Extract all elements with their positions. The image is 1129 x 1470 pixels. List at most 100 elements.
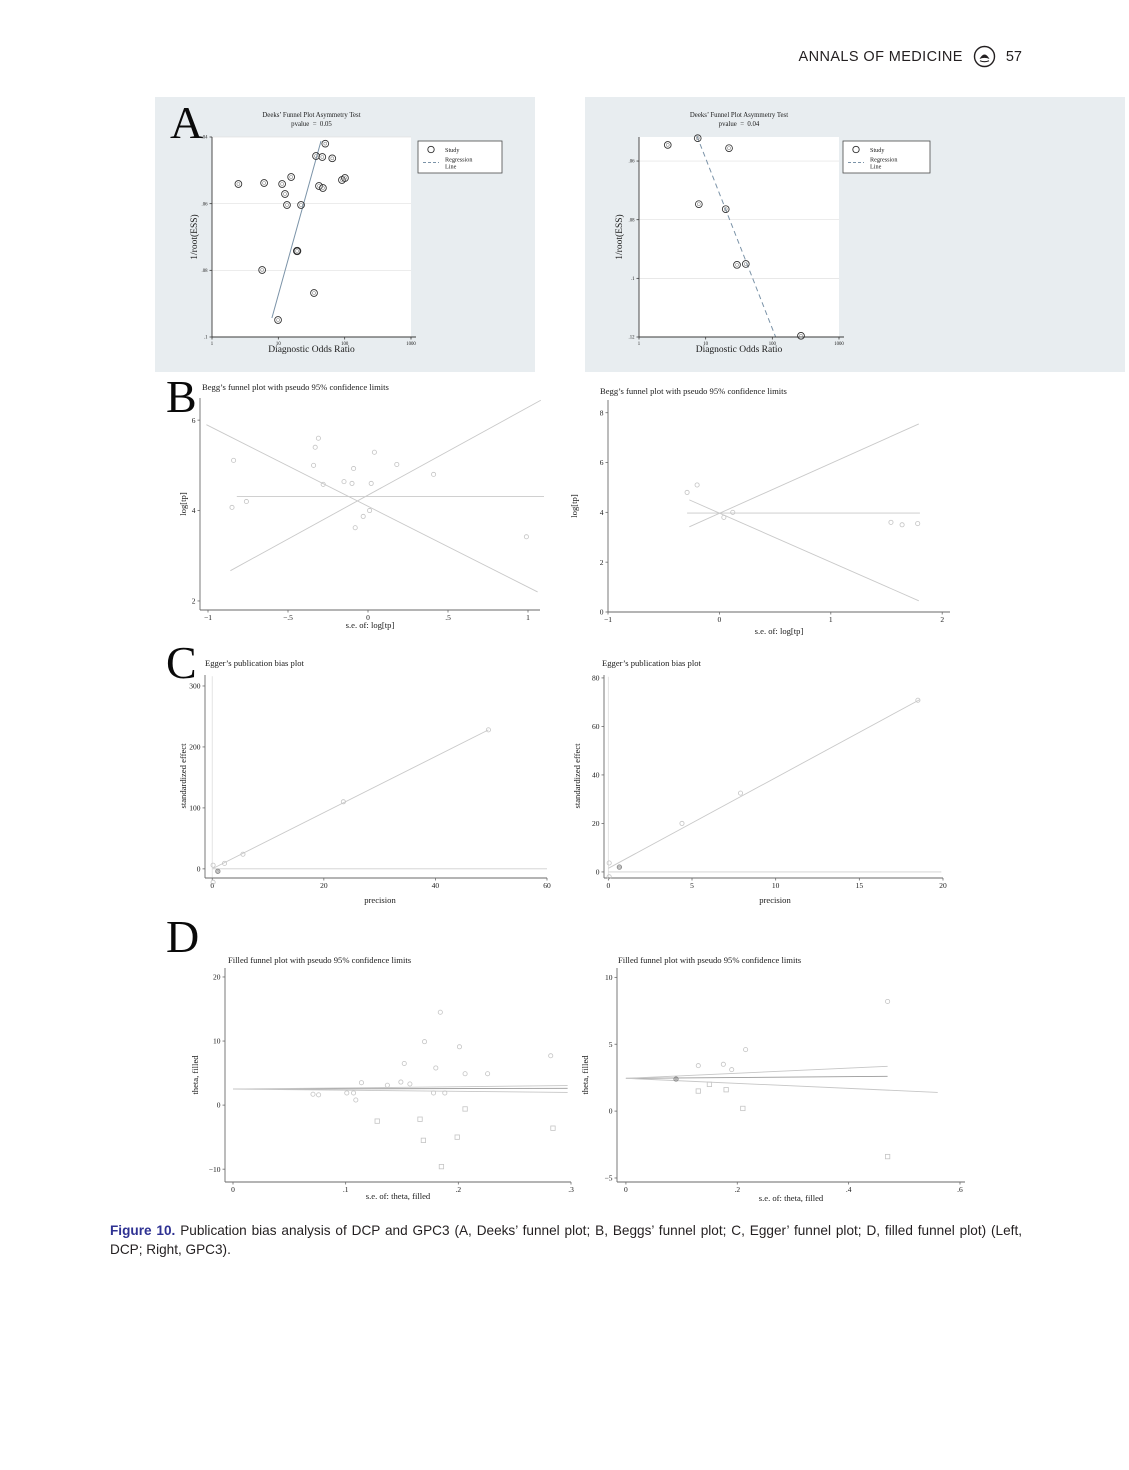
chart-deeks-gpc3: 1 10 100 1000 .06 .08 .1 .12 Diagnostic Odds Rat…	[614, 112, 931, 355]
svg-text:.5: .5	[445, 613, 451, 622]
svg-text:0: 0	[606, 881, 610, 890]
chart-filled-gpc3: 0 .2 .4 .6 −5 0 5 10 s.e. of: theta, filled theta…	[580, 955, 965, 1203]
panel-label-c: C	[166, 637, 197, 688]
svg-text:80: 80	[592, 674, 600, 683]
chart-filled-dcp: 0 .1 .2 .3 −10 0 10 20 s.e. of: theta, filled the…	[190, 955, 574, 1201]
chart-begg-dcp: −1 −.5 0 .5 1 2 4 6 s.e. of: log[tp] log[tp] Begg’…	[178, 382, 544, 630]
svg-text:−.5: −.5	[283, 613, 293, 622]
svg-text:20: 20	[213, 973, 221, 982]
chart-title: Egger’s publication bias plot	[205, 658, 305, 668]
chart-egger-dcp: 0 20 40 60 0 100 200 300 precision standardized e…	[178, 658, 551, 905]
svg-text:5: 5	[690, 881, 694, 890]
svg-text:40: 40	[432, 881, 440, 890]
svg-text:60: 60	[592, 722, 600, 731]
svg-text:2: 2	[192, 597, 196, 606]
svg-text:2: 2	[600, 558, 604, 567]
chart-title: pvalue = 0.04	[719, 121, 760, 128]
chart-egger-gpc3: 0 5 10 15 20 0 20 40 60 80 precision standardized e…	[572, 658, 947, 905]
svg-text:0: 0	[231, 1185, 235, 1194]
svg-text:0: 0	[600, 608, 604, 617]
svg-text:0: 0	[217, 1101, 221, 1110]
svg-text:0: 0	[718, 615, 722, 624]
svg-text:−1: −1	[604, 615, 612, 624]
svg-text:1: 1	[526, 613, 530, 622]
svg-text:0: 0	[366, 613, 370, 622]
chart-title: Filled funnel plot with pseudo 95% confi…	[228, 955, 412, 965]
y-axis-label: theta, filled	[580, 1055, 590, 1095]
y-axis-label: 1/root(ESS)	[614, 214, 625, 259]
svg-text:.6: .6	[957, 1185, 963, 1194]
page-number: 57	[1005, 48, 1022, 65]
svg-text:10: 10	[772, 881, 780, 890]
svg-text:10: 10	[703, 342, 708, 347]
svg-text:10: 10	[605, 973, 613, 982]
figure-caption-label: Figure 10.	[110, 1223, 176, 1238]
y-axis-label: standardized effect	[572, 743, 582, 809]
svg-text:0: 0	[596, 868, 600, 877]
plot-area	[212, 137, 411, 337]
svg-text:1: 1	[211, 342, 214, 347]
svg-text:.06: .06	[202, 202, 209, 207]
svg-text:−5: −5	[605, 1174, 613, 1183]
svg-text:Study: Study	[445, 147, 460, 154]
svg-text:15: 15	[856, 881, 864, 890]
svg-text:6: 6	[192, 416, 196, 425]
svg-text:.1: .1	[631, 277, 635, 282]
data-points	[663, 134, 805, 340]
svg-text:4: 4	[600, 508, 604, 517]
svg-text:200: 200	[189, 743, 201, 752]
x-axis-label: precision	[759, 895, 791, 905]
data-points	[606, 697, 921, 880]
svg-text:10: 10	[276, 342, 281, 347]
svg-text:.08: .08	[629, 218, 636, 223]
chart-deeks-dcp: 1 10 100 1000 .04 .06 .08 .1 Diagnostic Odds Rat…	[189, 112, 503, 355]
y-axis-label: log[tp]	[569, 494, 579, 518]
x-axis-label: precision	[364, 895, 396, 905]
y-axis-label: theta, filled	[190, 1055, 200, 1095]
svg-text:.08: .08	[202, 269, 209, 274]
x-axis-label: s.e. of: log[tp]	[346, 620, 395, 630]
data-points	[673, 998, 891, 1160]
chart-title: Deeks’ Funnel Plot Asymmetry Test	[262, 112, 360, 119]
svg-text:0: 0	[197, 864, 201, 873]
svg-text:.1: .1	[343, 1185, 349, 1194]
chart-title: Egger’s publication bias plot	[602, 658, 702, 668]
svg-text:Regression: Regression	[870, 157, 898, 164]
svg-text:0: 0	[609, 1107, 613, 1116]
svg-text:.2: .2	[456, 1185, 462, 1194]
svg-text:6: 6	[600, 458, 604, 467]
svg-text:1000: 1000	[834, 342, 844, 347]
svg-text:4: 4	[192, 506, 196, 515]
chart-title: Begg’s funnel plot with pseudo 95% confi…	[202, 382, 390, 392]
figure-caption-text: Publication bias analysis of DCP and GPC…	[110, 1223, 1022, 1257]
y-axis-label: standardized effect	[178, 743, 188, 809]
data-points	[210, 727, 491, 885]
svg-text:0: 0	[210, 881, 214, 890]
figure-caption: Figure 10. Publication bias analysis of …	[110, 1221, 1022, 1259]
svg-text:100: 100	[341, 342, 349, 347]
svg-text:.06: .06	[629, 160, 636, 165]
svg-text:100: 100	[189, 804, 201, 813]
chart-title: Filled funnel plot with pseudo 95% confi…	[618, 955, 802, 965]
svg-text:1000: 1000	[406, 342, 416, 347]
svg-text:10: 10	[213, 1037, 221, 1046]
svg-text:8: 8	[600, 408, 604, 417]
svg-text:.4: .4	[846, 1185, 852, 1194]
journal-name: ANNALS OF MEDICINE	[798, 48, 963, 65]
svg-text:Line: Line	[445, 164, 457, 171]
svg-text:100: 100	[769, 342, 777, 347]
panel-label-a: A	[170, 97, 204, 148]
page-header: ANNALS OF MEDICINE 57	[799, 45, 1022, 68]
data-points	[684, 482, 921, 528]
svg-text:.1: .1	[204, 336, 208, 341]
x-axis-label: s.e. of: theta, filled	[759, 1193, 824, 1203]
svg-text:0: 0	[624, 1185, 628, 1194]
chart-title: pvalue = 0.05	[291, 121, 332, 128]
chart-title: Begg’s funnel plot with pseudo 95% confi…	[600, 386, 788, 396]
svg-text:.12: .12	[629, 336, 636, 341]
x-axis-label: Diagnostic Odds Ratio	[696, 345, 783, 355]
svg-text:5: 5	[609, 1040, 613, 1049]
